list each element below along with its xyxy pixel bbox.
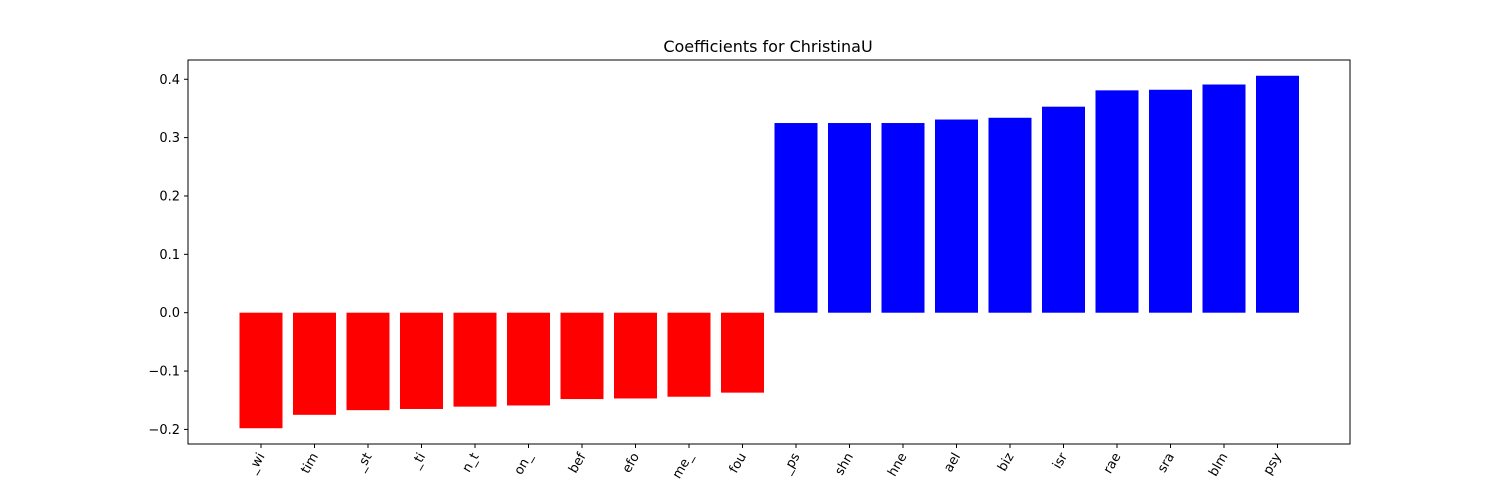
y-tick-label: −0.1 xyxy=(148,365,180,380)
x-tick-label: on_ xyxy=(512,450,537,478)
bar-_ti xyxy=(400,312,443,409)
bar-fou xyxy=(721,312,764,393)
bar-tim xyxy=(293,312,336,415)
y-tick-label: −0.2 xyxy=(148,423,180,438)
y-axis: −0.2 −0.1 0.0 0.1 0.2 0.3 0.4 xyxy=(148,73,188,438)
bars-group xyxy=(239,75,1299,429)
bar-n_t xyxy=(453,312,497,407)
x-tick-label: _st xyxy=(353,451,376,475)
y-tick-label: 0.0 xyxy=(159,306,180,321)
plot-frame xyxy=(187,59,1351,445)
x-tick-label: fou xyxy=(727,451,750,476)
x-tick-label: hne xyxy=(885,451,910,480)
bar-isr xyxy=(1042,106,1085,313)
bar-sra xyxy=(1149,89,1192,313)
y-tick-label: 0.3 xyxy=(159,131,180,146)
y-tick-label: 0.2 xyxy=(159,189,180,204)
bar-me_ xyxy=(667,312,711,397)
bar-blm xyxy=(1202,84,1246,313)
bar-psy xyxy=(1256,75,1299,313)
y-tick-label: 0.4 xyxy=(159,73,180,88)
bar-_ps xyxy=(774,123,818,313)
bar-ael xyxy=(935,119,978,313)
x-tick-label: _wi xyxy=(245,451,269,477)
bar-rae xyxy=(1095,90,1139,313)
x-tick-label: me_ xyxy=(670,450,697,481)
bar-shn xyxy=(828,123,871,313)
x-tick-label: psy xyxy=(1261,450,1286,477)
x-tick-label: rae xyxy=(1101,451,1125,477)
x-tick-label: _ti xyxy=(408,451,429,473)
y-tick-label: 0.1 xyxy=(159,248,180,263)
bar-_wi xyxy=(239,312,283,429)
x-tick-label: tim xyxy=(298,451,322,477)
x-tick-label: ael xyxy=(941,451,964,475)
bar-bef xyxy=(560,312,604,400)
bar-efo xyxy=(614,312,657,399)
x-tick-label: n_t xyxy=(460,451,483,476)
x-tick-label: blm xyxy=(1206,451,1231,480)
bar-on_ xyxy=(507,312,550,406)
bar-_st xyxy=(346,312,390,411)
chart-title: Coefficients for ChristinaU xyxy=(663,37,872,56)
x-tick-label: bef xyxy=(566,450,590,476)
x-tick-label: efo xyxy=(620,450,643,475)
x-tick-label: shn xyxy=(832,451,857,479)
bar-biz xyxy=(988,117,1032,313)
x-tick-label: sra xyxy=(1155,451,1178,476)
x-axis: _wi tim _st _ti n_t on_ bef efo me_ fou _ps shn hne a… xyxy=(245,444,1286,482)
x-tick-label: _ps xyxy=(779,450,803,477)
bar-hne xyxy=(881,123,925,313)
x-tick-label: biz xyxy=(995,450,1017,474)
x-tick-label: isr xyxy=(1050,450,1071,472)
